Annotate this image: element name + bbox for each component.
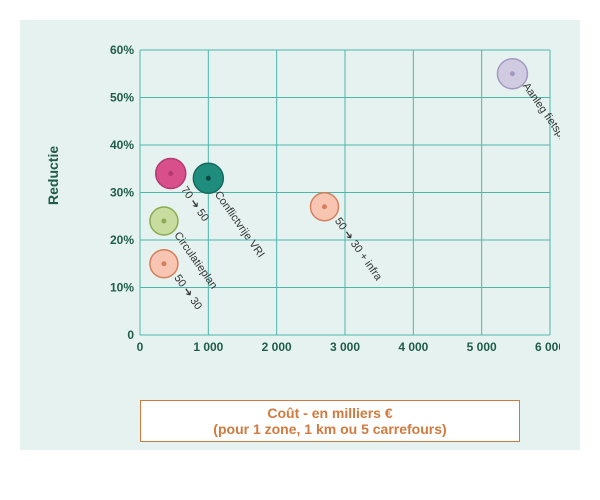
y-tick-label: 20% bbox=[110, 233, 134, 247]
y-tick-label: 10% bbox=[110, 281, 134, 295]
data-point-label: 50 ➔ 30 + infra bbox=[332, 216, 385, 284]
y-tick-label: 60% bbox=[110, 45, 134, 57]
y-tick-label: 30% bbox=[110, 186, 134, 200]
data-point: Aanleg fietspaden bbox=[497, 59, 560, 160]
x-tick-label: 2 000 bbox=[262, 340, 292, 354]
data-point-label: Aanleg fietspaden bbox=[520, 81, 560, 160]
y-tick-label: 50% bbox=[110, 91, 134, 105]
y-axis-title: Reductie bbox=[45, 146, 61, 205]
data-point-label: Conflictvrije VRI bbox=[212, 189, 267, 260]
data-point-label: 50 ➔ 30 bbox=[171, 273, 204, 312]
y-tick-label: 0 bbox=[127, 328, 134, 342]
x-tick-label: 4 000 bbox=[398, 340, 428, 354]
x-axis-title-line1: Coût - en milliers € bbox=[149, 405, 511, 421]
data-point: 50 ➔ 30 + infra bbox=[311, 193, 385, 284]
x-tick-label: 3 000 bbox=[330, 340, 360, 354]
chart-panel: Reductie 0 10% 20% 30% 40% 50% 60% 0 1 000 2 000 3… bbox=[20, 20, 580, 450]
x-axis-title-box: Coût - en milliers € (pour 1 zone, 1 km … bbox=[140, 400, 520, 442]
scatter-plot: 0 10% 20% 30% 40% 50% 60% 0 1 000 2 000 3 000 4 000… bbox=[100, 45, 560, 365]
x-axis-title-line2: (pour 1 zone, 1 km ou 5 carrefours) bbox=[149, 421, 511, 437]
y-tick-label: 40% bbox=[110, 138, 134, 152]
x-tick-label: 1 000 bbox=[193, 340, 223, 354]
x-tick-label: 0 bbox=[137, 340, 144, 354]
x-tick-label: 6 000 bbox=[535, 340, 560, 354]
x-tick-label: 5 000 bbox=[467, 340, 497, 354]
